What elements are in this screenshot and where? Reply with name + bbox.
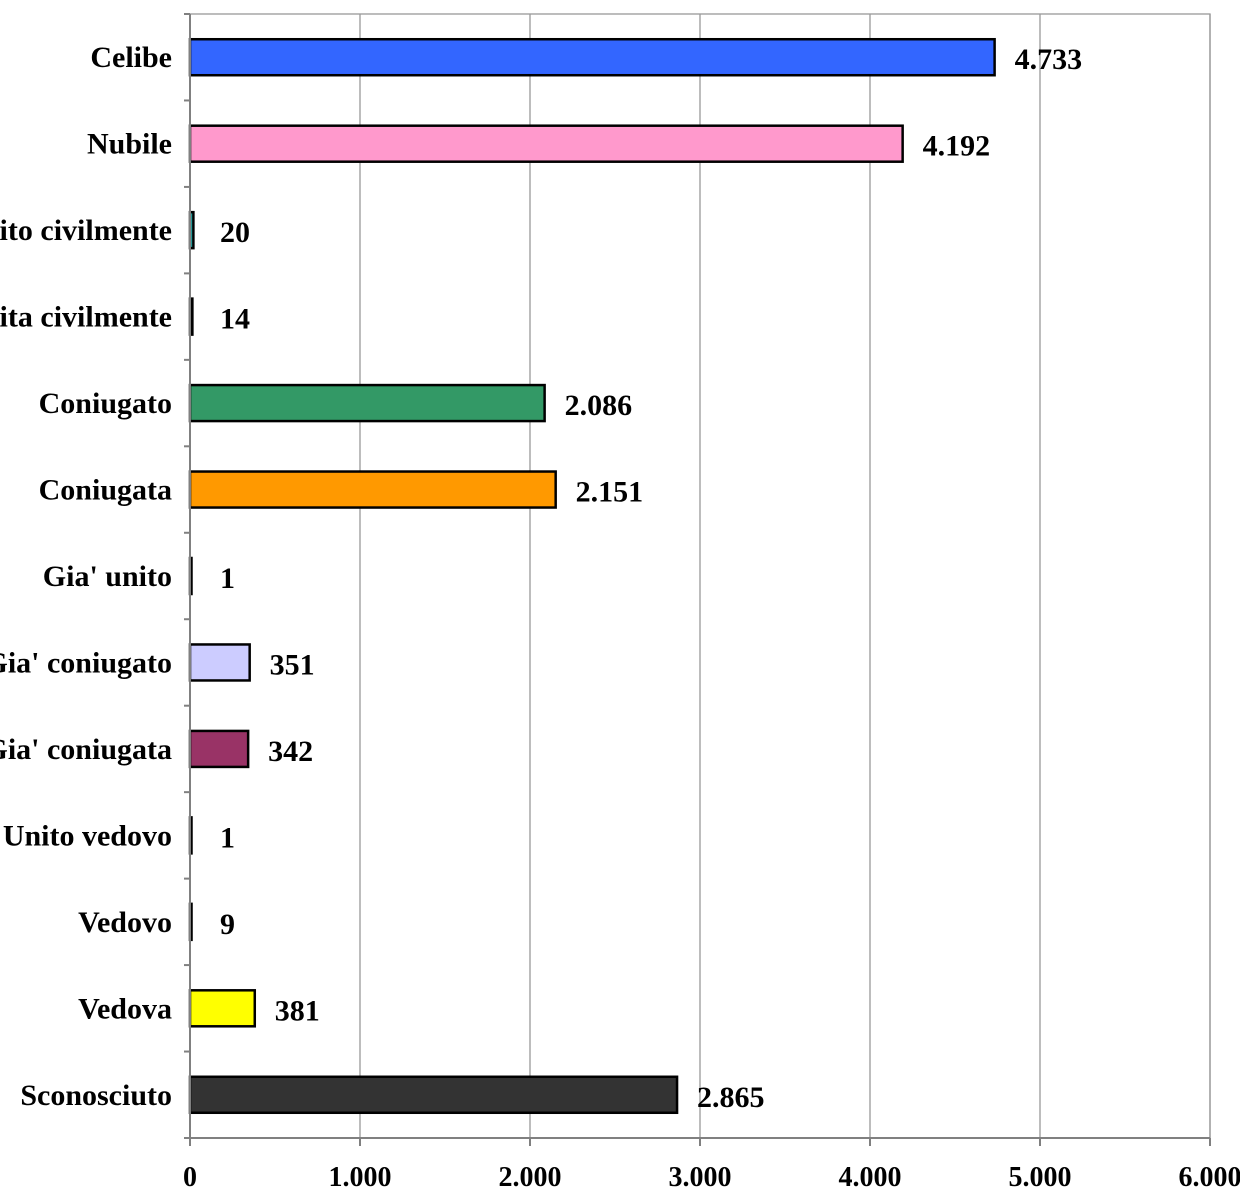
data-label: 1 [220, 821, 235, 854]
x-tick-label: 0 [183, 1162, 197, 1193]
category-label: Sconosciuto [20, 1079, 172, 1112]
data-label: 14 [220, 303, 250, 336]
category-label: Gia' coniugato [0, 646, 172, 679]
category-label: Vedova [78, 992, 172, 1025]
gridlines [359, 14, 1211, 1138]
category-label: Unito civilmente [0, 214, 172, 247]
data-label: 1 [220, 562, 235, 595]
bar [188, 989, 257, 1028]
x-tick-label: 6.000 [1179, 1162, 1240, 1193]
axes [184, 13, 1211, 1146]
x-tick-label: 1.000 [329, 1162, 392, 1193]
data-label: 381 [275, 994, 320, 1027]
bar [188, 643, 251, 682]
category-label: Unita civilmente [0, 301, 172, 334]
x-tick-label: 2.000 [499, 1162, 562, 1193]
data-label: 4.192 [923, 130, 991, 163]
bar [188, 470, 557, 509]
category-label: Celibe [90, 41, 172, 74]
bar [188, 124, 904, 163]
data-label: 2.151 [576, 476, 644, 509]
bar [188, 1075, 679, 1115]
category-labels: Celibe Nubile Unito civilmente Unita civilm… [0, 41, 172, 1112]
bar [188, 383, 546, 423]
x-tick-label: 4.000 [839, 1162, 902, 1193]
data-label: 20 [220, 216, 250, 249]
data-label: 2.086 [565, 389, 633, 422]
data-label: 2.865 [697, 1081, 765, 1114]
category-label: Coniugata [39, 474, 172, 507]
bar [188, 37, 996, 77]
category-label: Coniugato [39, 387, 172, 420]
data-label: 351 [270, 648, 315, 681]
data-label: 9 [220, 908, 235, 941]
data-label: 4.733 [1015, 43, 1083, 76]
x-tick-label: 3.000 [669, 1162, 732, 1193]
category-label: Gia' coniugata [0, 733, 172, 766]
category-label: Gia' unito [43, 560, 172, 593]
category-label: Vedovo [78, 906, 172, 939]
x-tick-labels: 0 1.000 2.000 3.000 4.000 5.000 6.000 [183, 1162, 1240, 1193]
value-labels: 4.733 4.192 20 14 2.086 2.151 1 351 342 1 9 381 2.86… [220, 43, 1082, 1114]
bars [188, 37, 996, 1115]
category-label: Nubile [87, 128, 172, 161]
bar [188, 729, 250, 769]
data-label: 342 [268, 735, 313, 768]
x-tick-label: 5.000 [1009, 1162, 1072, 1193]
category-label: Unito vedovo [3, 819, 172, 852]
